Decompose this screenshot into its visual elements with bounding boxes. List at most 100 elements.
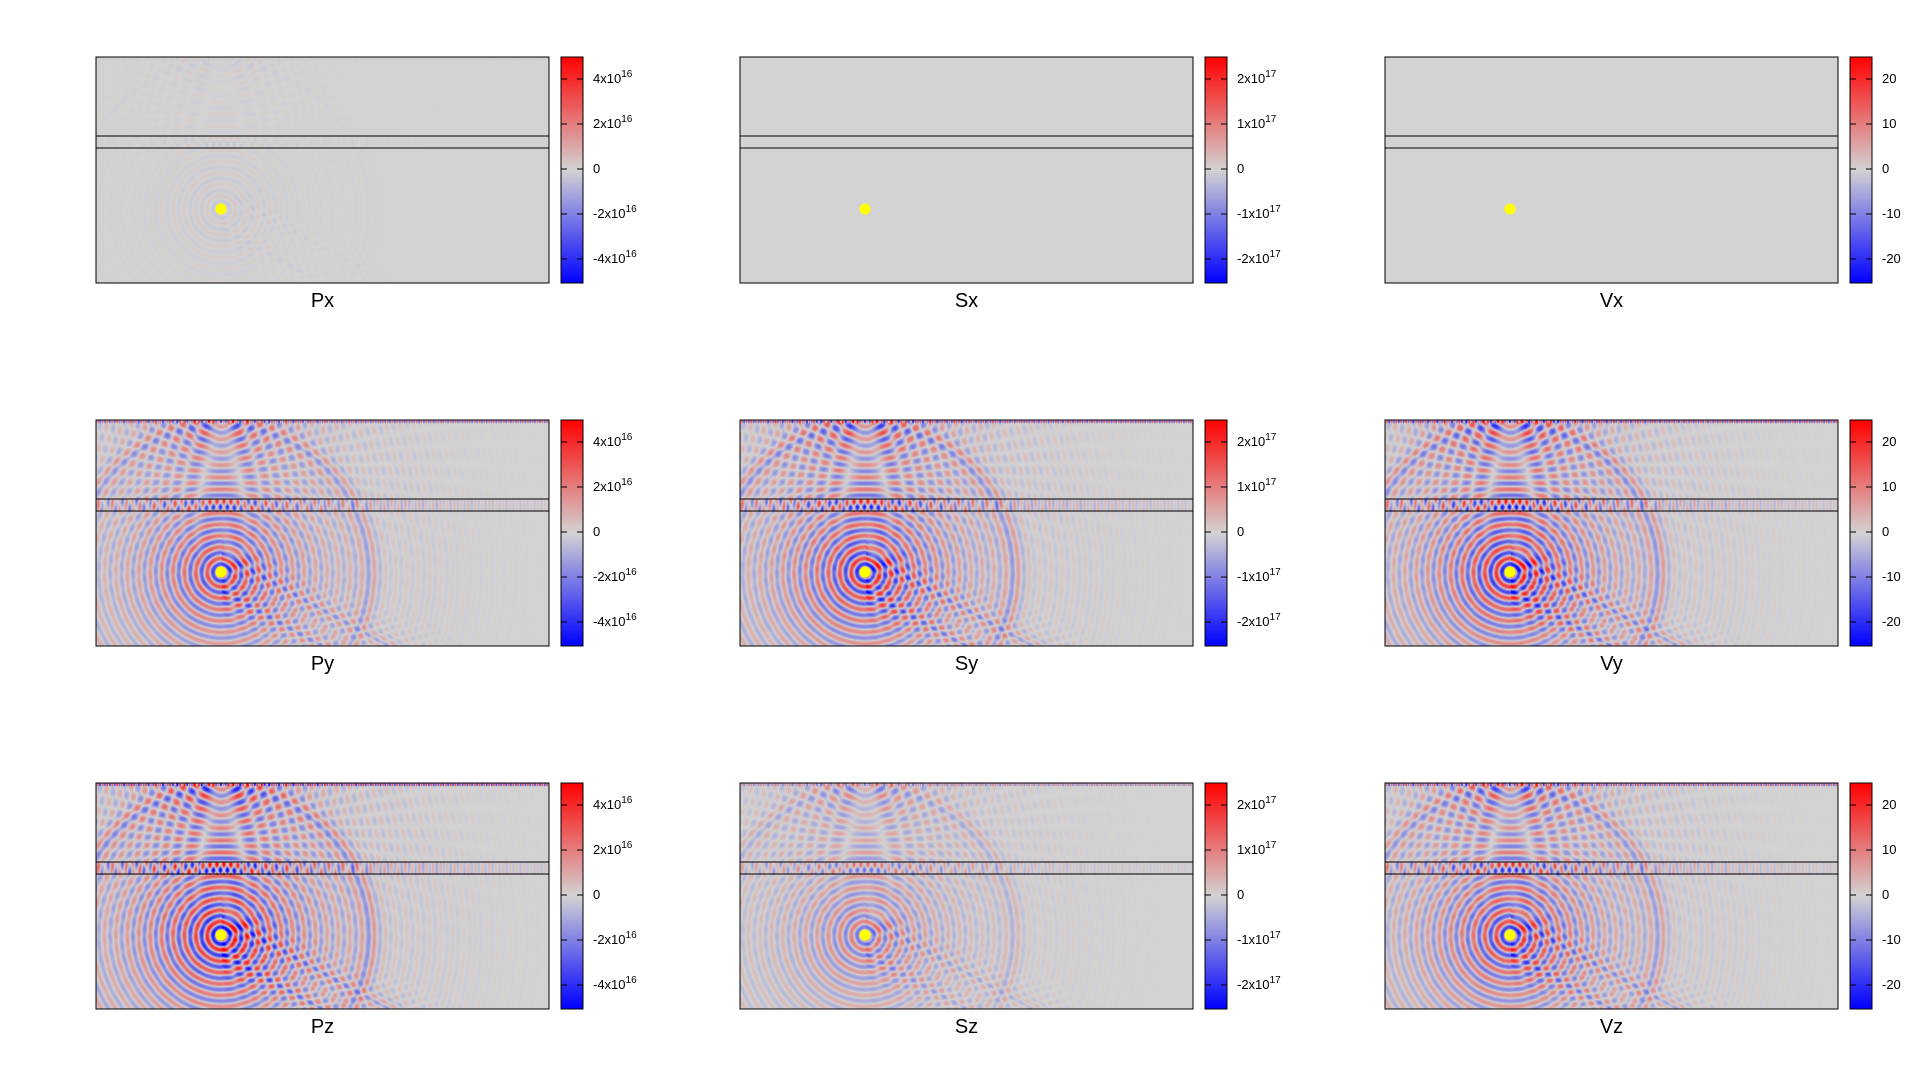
panel-vx: Vx 20 10 0 -10 -20 (1384, 56, 1901, 312)
colorbar: 20 10 0 -10 -20 (1849, 419, 1901, 647)
colorbar-tick-label: -10 (1882, 569, 1901, 584)
colorbar-tick-label: -2x1016 (593, 204, 637, 221)
colorbar-tick-label: 10 (1882, 479, 1896, 494)
heatmap-pz (96, 783, 549, 1009)
plot-frame (1384, 56, 1839, 284)
colorbar-tick-label: 20 (1882, 434, 1896, 449)
colorbar: 2x1017 1x1017 0 -1x1017 -2x1017 (1204, 419, 1281, 647)
panel-title: Py (311, 653, 334, 675)
panel-sx: Sx 2x1017 1x1017 0 -1x1017 -2x1017 (739, 56, 1281, 312)
colorbar-tick-label: 1x1017 (1237, 114, 1277, 131)
colorbar-tick-label: 0 (593, 161, 600, 176)
colorbar-tick-label: 0 (1882, 161, 1889, 176)
plot-frame (95, 56, 550, 284)
colorbar-gradient (1849, 56, 1873, 284)
colorbar-gradient (1204, 56, 1228, 284)
colorbar-tick-label: 0 (593, 887, 600, 902)
colorbar: 2x1017 1x1017 0 -1x1017 -2x1017 (1204, 782, 1281, 1010)
colorbar: 4x1016 2x1016 0 -2x1016 -4x1016 (560, 782, 637, 1010)
panel-title: Pz (311, 1016, 334, 1038)
colorbar-tick-label: -2x1017 (1237, 612, 1281, 629)
heatmap-sx (740, 57, 1193, 283)
colorbar-tick-label: -4x1016 (593, 612, 637, 629)
panel-title: Vy (1600, 653, 1623, 675)
heatmap-py (96, 420, 549, 646)
heatmap-vz (1385, 783, 1838, 1009)
source-marker (215, 929, 227, 941)
colorbar-tick-label: 10 (1882, 842, 1896, 857)
colorbar-tick-label: 4x1016 (593, 69, 633, 86)
colorbar-tick-label: 2x1016 (593, 477, 633, 494)
colorbar-tick-label: 4x1016 (593, 795, 633, 812)
heatmap-vx (1385, 57, 1838, 283)
colorbar-gradient (560, 782, 584, 1010)
colorbar-tick-label: 0 (1237, 161, 1244, 176)
colorbar-tick-label: 2x1017 (1237, 432, 1277, 449)
panel-pz: Pz 4x1016 2x1016 0 -2x1016 -4x1016 (95, 782, 637, 1038)
colorbar-tick-label: 20 (1882, 71, 1896, 86)
colorbar-tick-label: 0 (593, 524, 600, 539)
heatmap-sz (740, 783, 1193, 1009)
colorbar-tick-label: 4x1016 (593, 432, 633, 449)
source-marker (1504, 203, 1516, 215)
colorbar-tick-label: 2x1016 (593, 840, 633, 857)
panel-vy: Vy 20 10 0 -10 -20 (1384, 419, 1901, 675)
source-marker (1504, 929, 1516, 941)
colorbar-gradient (1204, 419, 1228, 647)
colorbar-tick-label: -20 (1882, 977, 1901, 992)
source-marker (215, 203, 227, 215)
panel-sy: Sy 2x1017 1x1017 0 -1x1017 -2x1017 (739, 419, 1281, 675)
colorbar-tick-label: 0 (1882, 887, 1889, 902)
colorbar-tick-label: 0 (1237, 887, 1244, 902)
colorbar-tick-label: -10 (1882, 206, 1901, 221)
colorbar-tick-label: 10 (1882, 116, 1896, 131)
colorbar-tick-label: -2x1017 (1237, 975, 1281, 992)
heatmap-vy (1385, 420, 1838, 646)
panel-title: Sx (955, 290, 978, 312)
plot-frame (95, 419, 550, 647)
colorbar-tick-label: 0 (1882, 524, 1889, 539)
source-marker (859, 929, 871, 941)
plot-frame (739, 782, 1194, 1010)
source-marker (215, 566, 227, 578)
colorbar: 4x1016 2x1016 0 -2x1016 -4x1016 (560, 56, 637, 284)
panel-title: Vx (1600, 290, 1623, 312)
heatmap-sy (740, 420, 1193, 646)
plot-frame (1384, 782, 1839, 1010)
colorbar-tick-label: 2x1016 (593, 114, 633, 131)
panel-px: Px 4x1016 2x1016 0 -2x1016 -4x1016 (95, 56, 637, 312)
colorbar-tick-label: 1x1017 (1237, 840, 1277, 857)
source-marker (859, 203, 871, 215)
colorbar: 2x1017 1x1017 0 -1x1017 -2x1017 (1204, 56, 1281, 284)
colorbar-tick-label: -2x1016 (593, 930, 637, 947)
colorbar-tick-label: 20 (1882, 797, 1896, 812)
colorbar: 4x1016 2x1016 0 -2x1016 -4x1016 (560, 419, 637, 647)
panel-vz: Vz 20 10 0 -10 -20 (1384, 782, 1901, 1038)
colorbar-tick-label: -1x1017 (1237, 930, 1281, 947)
plot-frame (95, 782, 550, 1010)
colorbar-gradient (560, 56, 584, 284)
colorbar-gradient (1849, 782, 1873, 1010)
colorbar-tick-label: -2x1016 (593, 567, 637, 584)
panel-sz: Sz 2x1017 1x1017 0 -1x1017 -2x1017 (739, 782, 1281, 1038)
colorbar-tick-label: -10 (1882, 932, 1901, 947)
colorbar-gradient (560, 419, 584, 647)
colorbar-tick-label: -20 (1882, 614, 1901, 629)
colorbar-tick-label: -1x1017 (1237, 567, 1281, 584)
colorbar: 20 10 0 -10 -20 (1849, 56, 1901, 284)
plot-frame (1384, 419, 1839, 647)
source-marker (1504, 566, 1516, 578)
colorbar-tick-label: -20 (1882, 251, 1901, 266)
panel-title: Px (311, 290, 334, 312)
panel-title: Vz (1600, 1016, 1623, 1038)
panel-title: Sz (955, 1016, 978, 1038)
colorbar-tick-label: 2x1017 (1237, 795, 1277, 812)
colorbar-tick-label: -1x1017 (1237, 204, 1281, 221)
plot-frame (739, 56, 1194, 284)
panel-py: Py 4x1016 2x1016 0 -2x1016 -4x1016 (95, 419, 637, 675)
colorbar-gradient (1204, 782, 1228, 1010)
panel-title: Sy (955, 653, 978, 675)
plot-frame (739, 419, 1194, 647)
source-marker (859, 566, 871, 578)
